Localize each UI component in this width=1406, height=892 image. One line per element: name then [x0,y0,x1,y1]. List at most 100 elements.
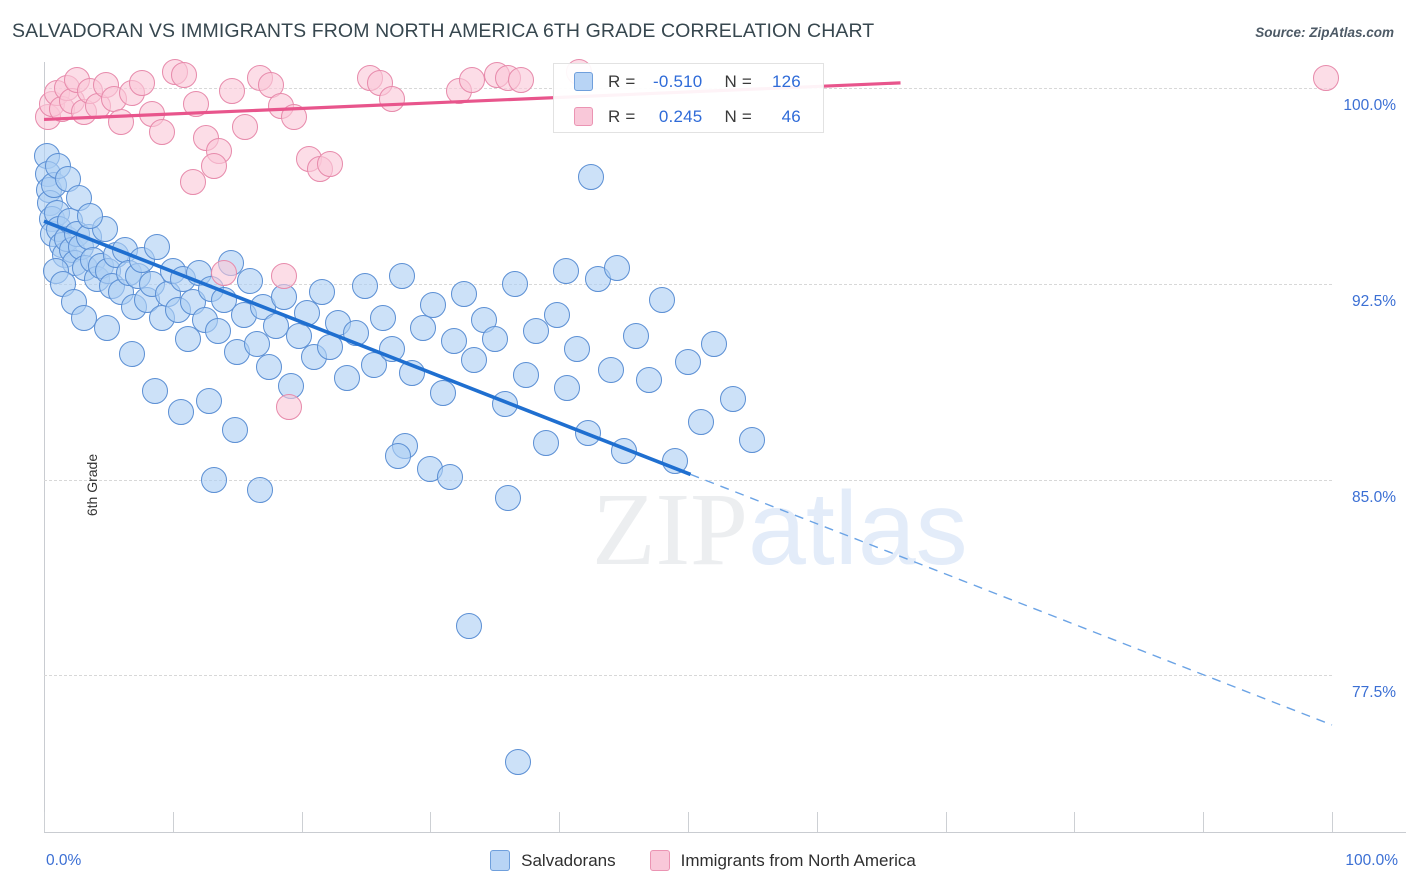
scatter-point [419,291,446,318]
scatter-point [237,268,264,295]
scatter-point [492,390,519,417]
scatter-point [70,304,97,331]
scatter-point [623,323,650,350]
scatter-point [604,255,631,282]
scatter-point [378,85,405,112]
x-axis-tick [1074,812,1076,832]
scatter-point [201,466,228,493]
scatter-point [385,443,412,470]
scatter-point [456,612,483,639]
legend-color-swatch [649,850,670,871]
scatter-point [389,263,416,290]
plot-area: ZIPatlas 6th Grade [33,59,1339,832]
trend-lines [43,81,1333,726]
x-axis-tick [1203,812,1205,832]
watermark-atlas: atlas [748,471,968,587]
stats-color-swatch [574,72,593,91]
y-axis-tick-label: 92.5% [1352,292,1396,310]
legend-label: Immigrants from North America [680,850,916,870]
scatter-point [262,312,289,339]
source-attribution: Source: ZipAtlas.com [1255,25,1394,40]
scatter-point [700,330,727,357]
scatter-point [512,362,539,389]
x-axis-min-label: 0.0% [46,852,82,869]
scatter-point [309,278,336,305]
scatter-point [504,748,531,775]
scatter-point [481,325,508,352]
scatter-point [94,315,121,342]
stats-text: R = -0.510 N = 126 [608,71,801,91]
scatter-point [440,328,467,355]
scatter-point [378,336,405,363]
scatter-point [247,477,274,504]
correlation-stats-row: R = -0.510 N = 126 [554,64,823,99]
legend-label: Salvadorans [521,850,616,870]
gridline [44,675,1332,677]
x-axis-tick [1332,812,1333,832]
x-axis-tick [945,812,947,832]
scatter-point [494,484,521,511]
legend-entry-immigrants-north-america[interactable]: Immigrants from North America [649,850,916,871]
gridline [44,479,1332,481]
trend-line-extrapolated [690,473,1333,726]
correlation-stats-box: R = -0.510 N = 126 R = 0.245 N = 46 [553,63,824,133]
scatter-point [610,437,637,464]
scatter-point [458,67,485,94]
scatter-point [507,67,534,94]
scatter-point [180,169,207,196]
scatter-point [436,464,463,491]
scatter-point [578,163,605,190]
scatter-point [108,109,135,136]
scatter-point [201,153,228,180]
scatter-point [342,320,369,347]
stats-text: R = 0.245 N = 46 [608,106,801,126]
scatter-point [231,114,258,141]
scatter-point [574,419,601,446]
scatter-point [195,388,222,415]
scatter-point [553,375,580,402]
scatter-point [502,270,529,297]
y-axis-tick-label: 77.5% [1352,684,1396,702]
scatter-point [204,317,231,344]
scatter-point [430,380,457,407]
scatter-point [182,90,209,117]
scatter-point [141,377,168,404]
scatter-point [649,286,676,313]
scatter-point [280,103,307,130]
scatter-point [316,333,343,360]
scatter-point [167,398,194,425]
y-axis-tick-label: 85.0% [1352,488,1396,506]
scatter-point [149,119,176,146]
scatter-point [552,257,579,284]
scatter-point [171,62,198,89]
x-axis-tick [559,812,561,832]
legend-color-swatch [490,850,511,871]
scatter-point [316,150,343,177]
x-axis-tick [816,812,818,832]
scatter-point [399,359,426,386]
scatter-point [118,341,145,368]
stats-color-swatch [574,107,593,126]
y-axis-tick-label: 100.0% [1343,97,1396,115]
x-axis-tick [172,812,174,832]
scatter-point [564,336,591,363]
x-axis-tick [688,812,689,832]
watermark: ZIPatlas [592,470,968,589]
scatter-point [270,263,297,290]
scatter-point [720,385,747,412]
scatter-point [144,234,171,261]
scatter-point [450,281,477,308]
correlation-stats-row: R = 0.245 N = 46 [554,99,823,134]
scatter-point [221,417,248,444]
x-axis-line [44,832,1406,833]
series-legend: Salvadorans Immigrants from North America [0,850,1406,871]
page-title: SALVADORAN VS IMMIGRANTS FROM NORTH AMER… [12,20,875,42]
legend-entry-salvadorans[interactable]: Salvadorans [490,850,616,871]
watermark-zip: ZIP [592,472,748,587]
scatter-point [333,364,360,391]
scatter-point [675,349,701,376]
scatter-point [409,315,436,342]
x-axis-max-label: 100.0% [1345,852,1398,869]
scatter-point [219,77,246,104]
